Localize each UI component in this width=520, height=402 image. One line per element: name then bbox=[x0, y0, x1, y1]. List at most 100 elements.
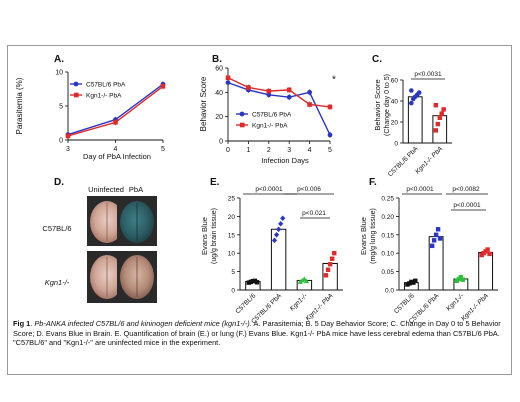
y-tick-label: 40 bbox=[215, 90, 223, 97]
y-tick-label: 40 bbox=[391, 99, 399, 106]
x-tick-label: 3 bbox=[66, 146, 70, 153]
y-tick-label: 20 bbox=[215, 114, 223, 121]
x-tick-label: 4 bbox=[114, 146, 118, 153]
data-point bbox=[325, 267, 331, 272]
data-point bbox=[307, 89, 312, 95]
data-point bbox=[113, 120, 118, 125]
legend-label: C57BL/6 PbA bbox=[252, 112, 292, 119]
panel-f-p2: p<0.0082 bbox=[452, 186, 480, 193]
category-label: C57BL/6 bbox=[393, 292, 416, 315]
data-point bbox=[433, 232, 439, 237]
data-point bbox=[487, 251, 492, 257]
data-point bbox=[332, 251, 337, 256]
panel-d: D. Uninfected PbA C57BL/6 Kgn1-/- bbox=[42, 177, 157, 303]
x-tick-label: 3 bbox=[287, 147, 291, 154]
panel-d-letter: D. bbox=[54, 177, 64, 188]
panel-f-p1: p<0.0001 bbox=[406, 186, 434, 193]
y-tick-label: 60 bbox=[215, 66, 223, 73]
data-point bbox=[225, 75, 231, 81]
panel-f: F. Evans Blue (mg/g lung tissue) p<0.000… bbox=[359, 177, 498, 325]
data-point bbox=[437, 115, 442, 120]
x-tick-label: 4 bbox=[308, 147, 312, 154]
panel-c-pvalue: p<0.0031 bbox=[414, 71, 442, 78]
data-point bbox=[225, 80, 231, 85]
data-point bbox=[439, 111, 444, 116]
panel-b: B. Behavior Score Infection Days 0204060… bbox=[199, 54, 336, 165]
data-point bbox=[413, 278, 418, 283]
y-tick-label: 0.15 bbox=[381, 232, 394, 239]
data-point bbox=[433, 128, 439, 133]
data-point bbox=[433, 103, 439, 108]
y-tick-label: 0.10 bbox=[381, 251, 394, 258]
panel-f-p3: p<0.0001 bbox=[453, 202, 481, 209]
y-tick-label: 15 bbox=[228, 232, 236, 239]
y-tick-label: 10 bbox=[228, 251, 236, 258]
data-point bbox=[458, 274, 464, 280]
legend-marker bbox=[73, 81, 79, 87]
y-tick-label: 0 bbox=[219, 139, 223, 146]
x-tick-label: 1 bbox=[246, 147, 250, 154]
category-label: Kgn1-/- bbox=[289, 292, 310, 313]
series-line-1 bbox=[227, 77, 331, 108]
y-tick-label: 10 bbox=[55, 70, 63, 77]
panel-d-row-kgn: Kgn1-/- bbox=[45, 278, 70, 287]
panel-d-col-uninfected: Uninfected bbox=[88, 185, 124, 194]
panel-f-letter: F. bbox=[369, 177, 377, 188]
data-point bbox=[409, 88, 414, 93]
data-point bbox=[435, 227, 441, 232]
legend-label: C57BL/6 PbA bbox=[86, 82, 126, 89]
data-point bbox=[160, 83, 166, 89]
data-point bbox=[327, 132, 333, 138]
panel-a-ylabel: Parasitemia (%) bbox=[15, 77, 24, 134]
panel-a-letter: A. bbox=[54, 54, 64, 65]
data-point bbox=[329, 256, 335, 261]
data-point bbox=[416, 90, 422, 95]
y-tick-label: 0.0 bbox=[385, 288, 394, 295]
data-point bbox=[254, 280, 260, 285]
panel-c: C. Behavior Score (Change day 0 to 5) p<… bbox=[372, 54, 452, 178]
data-point bbox=[266, 92, 272, 98]
y-tick-label: 5 bbox=[231, 269, 235, 276]
data-point bbox=[286, 94, 292, 100]
panel-f-ylabel: Evans Blue bbox=[359, 217, 368, 255]
data-point bbox=[276, 226, 282, 233]
panel-e-p2: p<0.006 bbox=[297, 186, 321, 193]
data-point bbox=[307, 102, 312, 107]
data-point bbox=[273, 232, 280, 238]
data-point bbox=[431, 238, 437, 243]
data-point bbox=[303, 278, 310, 284]
significance-star: * bbox=[332, 75, 336, 86]
panel-b-letter: B. bbox=[212, 54, 222, 65]
panel-b-xlabel: Infection Days bbox=[261, 156, 309, 165]
data-point bbox=[485, 247, 490, 252]
x-tick-label: 0 bbox=[226, 147, 230, 154]
panel-f-ylabel2: (mg/g lung tissue) bbox=[370, 208, 377, 264]
y-tick-label: 20 bbox=[228, 214, 236, 221]
panel-e-p1: p<0.0001 bbox=[255, 186, 283, 193]
data-point bbox=[441, 107, 446, 112]
y-tick-label: 0 bbox=[231, 288, 235, 295]
y-tick-label: 25 bbox=[228, 196, 236, 203]
category-label: C57BL/6 bbox=[234, 292, 257, 315]
data-point bbox=[323, 273, 329, 278]
y-tick-label: 0.20 bbox=[381, 214, 394, 221]
panel-e-p3: p<0.021 bbox=[302, 210, 326, 217]
y-tick-label: 0 bbox=[394, 141, 398, 148]
y-tick-label: 60 bbox=[391, 78, 399, 85]
data-point bbox=[278, 220, 284, 227]
data-point bbox=[327, 104, 333, 110]
panel-e-ylabel: Evans Blue bbox=[200, 217, 209, 255]
data-point bbox=[65, 133, 71, 139]
data-point bbox=[301, 276, 307, 281]
panel-a: A. Parasitemia (%) Day of PbA Infection … bbox=[15, 54, 166, 161]
data-point bbox=[280, 215, 286, 222]
panel-c-letter: C. bbox=[372, 54, 382, 65]
data-point bbox=[327, 262, 333, 267]
y-tick-label: 20 bbox=[391, 120, 399, 127]
panel-e-ylabel2: (ug/g brain tissue) bbox=[211, 208, 218, 264]
category-label: Kgn1-/- bbox=[445, 292, 466, 313]
x-tick-label: 5 bbox=[328, 147, 332, 154]
legend-marker bbox=[240, 122, 245, 128]
legend-label: Kgn1-/- PbA bbox=[252, 123, 288, 130]
